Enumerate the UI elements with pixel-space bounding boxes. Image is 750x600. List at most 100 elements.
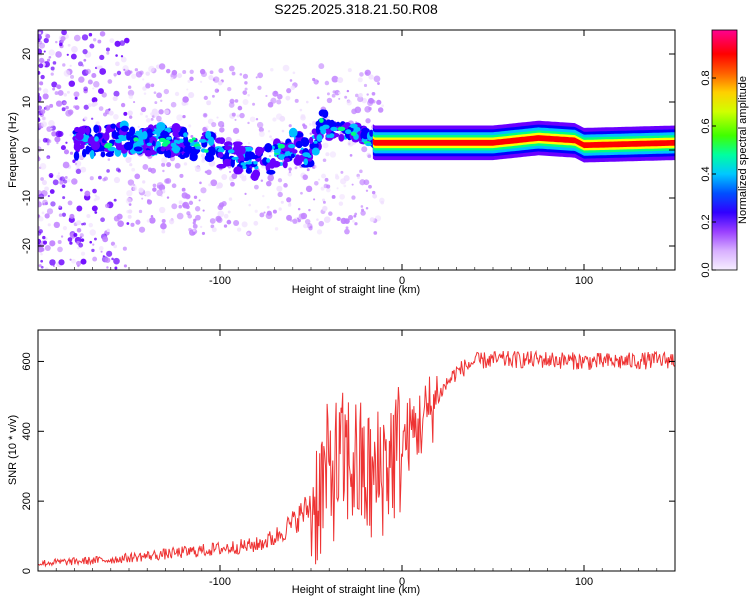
spectrogram-signal-blob xyxy=(217,151,224,158)
y-tick-label: -10 xyxy=(21,190,33,206)
spectrogram-noise-point xyxy=(288,124,292,128)
spectrogram-noise-point xyxy=(74,162,78,166)
spectrogram-noise-point xyxy=(262,194,265,198)
spectrogram-signal-blob xyxy=(290,153,295,159)
spectrogram-noise-point xyxy=(380,200,385,205)
y-tick-label: 10 xyxy=(21,96,33,108)
spectrogram-xlabel: Height of straight line (km) xyxy=(292,284,420,296)
spectrogram-noise-point xyxy=(332,90,336,94)
spectrogram-noise-point xyxy=(93,198,97,202)
x-tick-label: 100 xyxy=(575,275,593,287)
spectrogram-noise-point xyxy=(278,207,282,211)
spectrogram-noise-point xyxy=(255,118,259,121)
spectrogram-noise-point xyxy=(282,64,290,72)
spectrogram-signal-peak xyxy=(349,123,358,129)
spectrogram-noise-point xyxy=(323,206,327,211)
spectrogram-signal-blob xyxy=(73,151,80,161)
spectrogram-noise-point xyxy=(290,85,296,91)
spectrogram-signal-blob xyxy=(94,136,99,142)
spectrogram-noise-point xyxy=(254,209,258,213)
spectrogram-signal-blob xyxy=(183,135,189,144)
spectrogram-noise-point xyxy=(377,82,380,85)
spectrogram-noise-point xyxy=(171,183,177,189)
spectrogram-noise-point xyxy=(202,112,208,118)
spectrogram-noise-point xyxy=(58,42,63,47)
spectrogram-noise-point xyxy=(80,166,87,173)
spectrogram-noise-point xyxy=(108,108,111,111)
spectrogram-noise-point xyxy=(190,134,194,138)
spectrogram-noise-point xyxy=(208,183,212,187)
spectrogram-signal-blob xyxy=(322,109,329,119)
spectrogram-noise-point xyxy=(49,240,56,247)
spectrogram-noise-point xyxy=(82,49,88,55)
spectrogram-noise-point xyxy=(194,166,201,173)
spectrogram-signal-blob xyxy=(216,163,227,169)
spectrogram-signal-peak xyxy=(319,118,324,123)
spectrogram-noise-point xyxy=(371,91,376,96)
spectrogram-noise-point xyxy=(42,88,49,94)
spectrogram-noise-point xyxy=(120,55,124,58)
spectrogram-noise-point xyxy=(241,221,248,228)
spectrogram-noise-point xyxy=(80,238,85,242)
spectrogram-noise-point xyxy=(89,240,93,244)
spectrogram-noise-point xyxy=(221,174,228,180)
y-tick-label: 0 xyxy=(21,147,33,153)
spectrogram-noise-point xyxy=(171,69,178,76)
spectrogram-noise-point xyxy=(148,65,155,73)
spectrogram-signal-blob xyxy=(75,131,84,141)
spectrogram-noise-point xyxy=(368,184,372,189)
spectrogram-noise-point xyxy=(234,118,237,121)
spectrogram-noise-point xyxy=(242,99,249,105)
spectrogram-noise-point xyxy=(128,94,134,99)
spectrogram-noise-point xyxy=(325,152,330,157)
spectrogram-noise-point xyxy=(100,217,105,223)
spectrogram-noise-point xyxy=(69,151,74,155)
spectrogram-noise-point xyxy=(309,123,312,126)
spectrogram-noise-point xyxy=(324,80,330,86)
spectrogram-noise-point xyxy=(182,69,187,74)
spectrogram-noise-point xyxy=(365,118,371,124)
spectrogram-noise-point xyxy=(266,180,272,187)
spectrogram-signal-blob xyxy=(207,136,215,146)
spectrogram-noise-point xyxy=(265,94,268,98)
spectrogram-noise-point xyxy=(38,238,42,244)
spectrogram-noise-point xyxy=(200,187,207,194)
spectrogram-noise-point xyxy=(129,70,133,74)
x-tick-label: 0 xyxy=(399,275,405,287)
spectrogram-noise-point xyxy=(361,146,368,153)
spectrogram-noise-point xyxy=(38,38,41,43)
spectrogram-noise-point xyxy=(181,187,186,192)
spectrogram-noise-point xyxy=(309,132,312,135)
spectrogram-noise-point xyxy=(215,215,222,222)
spectrogram-noise-point xyxy=(300,114,306,121)
spectrogram-noise-point xyxy=(67,200,73,206)
spectrogram-noise-point xyxy=(92,188,97,194)
spectrogram-noise-point xyxy=(160,222,167,230)
spectrogram-signal-blob xyxy=(183,132,188,138)
spectrogram-noise-point xyxy=(377,107,384,113)
spectrogram-noise-point xyxy=(51,81,58,88)
spectrogram-noise-point xyxy=(150,83,155,88)
spectrogram-noise-point xyxy=(74,96,78,100)
spectrogram-noise-point xyxy=(194,206,201,212)
spectrogram-noise-point xyxy=(113,215,120,222)
spectrogram-noise-point xyxy=(65,141,68,144)
spectrogram-noise-point xyxy=(61,30,67,36)
spectrogram-noise-point xyxy=(71,258,76,264)
spectrogram-noise-point xyxy=(231,71,236,76)
spectrogram-noise-point xyxy=(44,213,50,219)
spectrogram-noise-point xyxy=(41,116,47,121)
spectrogram-signal-peak xyxy=(345,129,352,135)
spectrogram-noise-point xyxy=(42,235,46,240)
colorbar-tick-label: 0.6 xyxy=(700,118,712,133)
spectrogram-noise-point xyxy=(355,93,359,98)
spectrogram-signal-blob xyxy=(85,125,90,136)
spectrogram-noise-point xyxy=(69,258,72,261)
spectrogram-noise-point xyxy=(371,190,376,195)
spectrogram-noise-point xyxy=(344,228,350,235)
spectrogram-noise-point xyxy=(38,31,42,35)
spectrogram-noise-point xyxy=(316,96,320,100)
spectrogram-noise-point xyxy=(171,203,178,210)
spectrogram-noise-point xyxy=(289,79,293,82)
